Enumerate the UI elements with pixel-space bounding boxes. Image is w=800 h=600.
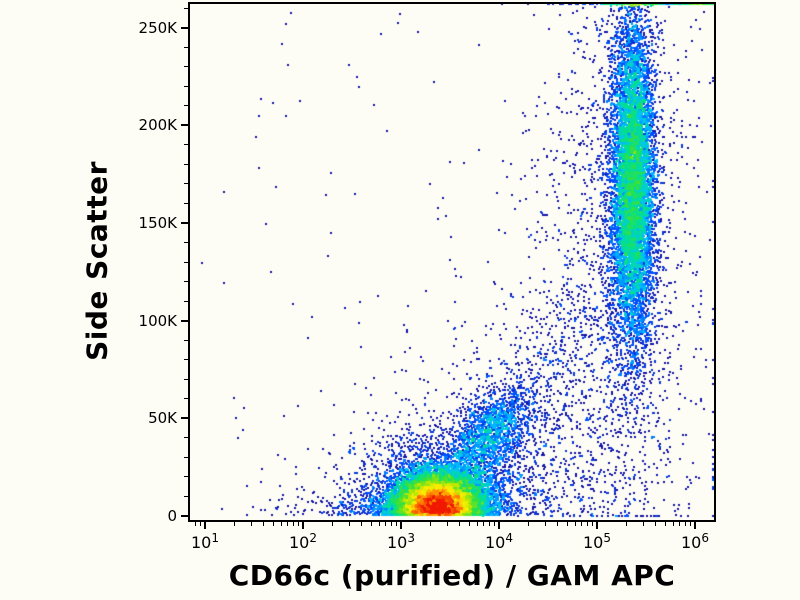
x-minor-tick: [664, 522, 666, 526]
y-tick-label: 0: [167, 507, 177, 525]
x-minor-tick: [488, 522, 490, 526]
y-minor-tick: [184, 242, 188, 244]
x-minor-tick: [361, 522, 363, 526]
y-tick-label: 250K: [138, 18, 177, 37]
x-minor-tick: [385, 522, 387, 526]
x-minor-tick: [251, 522, 253, 526]
x-minor-tick: [476, 522, 478, 526]
x-major-tick: [399, 522, 402, 529]
x-major-tick: [301, 522, 304, 529]
x-major-tick: [203, 522, 206, 529]
x-tick-label: 106: [680, 531, 709, 552]
x-axis-title: CD66c (purified) / GAM APC: [228, 559, 676, 592]
x-minor-tick: [581, 522, 583, 526]
y-minor-tick: [184, 144, 188, 146]
y-minor-tick: [184, 183, 188, 185]
y-minor-tick: [184, 456, 188, 458]
y-minor-tick: [184, 105, 188, 107]
y-tick-label: 200K: [138, 116, 177, 135]
x-minor-tick: [586, 522, 588, 526]
y-major-tick: [181, 124, 188, 127]
x-minor-tick: [483, 522, 485, 526]
x-minor-tick: [396, 522, 397, 526]
x-minor-tick: [287, 522, 289, 526]
x-minor-tick: [592, 522, 593, 526]
y-minor-tick: [184, 163, 188, 165]
y-major-tick: [181, 26, 188, 29]
x-tick-label: 103: [386, 531, 415, 552]
x-major-tick: [595, 522, 598, 529]
y-tick-label: 100K: [138, 311, 177, 330]
y-minor-tick: [184, 85, 188, 87]
x-tick-label: 102: [288, 531, 317, 552]
x-major-tick: [693, 522, 696, 529]
y-minor-tick: [184, 476, 188, 478]
y-minor-tick: [184, 7, 188, 9]
x-minor-tick: [566, 522, 568, 526]
y-minor-tick: [184, 66, 188, 68]
y-minor-tick: [184, 359, 188, 361]
y-axis-title: Side Scatter: [80, 161, 114, 361]
x-minor-tick: [272, 522, 274, 526]
x-minor-tick: [298, 522, 299, 526]
x-minor-tick: [679, 522, 681, 526]
x-minor-tick: [494, 522, 495, 526]
y-minor-tick: [184, 378, 188, 380]
x-minor-tick: [574, 522, 576, 526]
x-minor-tick: [378, 522, 380, 526]
x-minor-tick: [655, 522, 657, 526]
x-tick-label: 104: [484, 531, 513, 552]
y-major-tick: [181, 319, 188, 322]
x-minor-tick: [331, 522, 333, 526]
y-minor-tick: [184, 203, 188, 204]
x-minor-tick: [200, 522, 201, 526]
y-major-tick: [181, 417, 188, 420]
x-minor-tick: [263, 522, 265, 526]
y-tick-label: 150K: [138, 214, 177, 233]
x-minor-tick: [459, 522, 461, 526]
x-minor-tick: [292, 522, 294, 526]
y-minor-tick: [184, 281, 188, 283]
x-minor-tick: [429, 522, 431, 526]
x-minor-tick: [625, 522, 627, 526]
x-minor-tick: [233, 522, 235, 526]
x-minor-tick: [390, 522, 392, 526]
y-minor-tick: [184, 300, 188, 302]
x-minor-tick: [280, 522, 282, 526]
y-minor-tick: [184, 339, 188, 341]
x-minor-tick: [557, 522, 559, 526]
y-major-tick: [181, 222, 188, 225]
x-major-tick: [497, 522, 500, 529]
x-minor-tick: [349, 522, 351, 526]
x-minor-tick: [194, 522, 196, 526]
x-minor-tick: [447, 522, 449, 526]
density-scatter-canvas: [190, 4, 714, 520]
y-major-tick: [181, 515, 188, 517]
x-minor-tick: [672, 522, 674, 526]
y-minor-tick: [184, 398, 188, 400]
x-minor-tick: [370, 522, 372, 526]
x-tick-label: 105: [582, 531, 611, 552]
x-minor-tick: [690, 522, 691, 526]
x-minor-tick: [527, 522, 529, 526]
x-minor-tick: [643, 522, 645, 526]
x-minor-tick: [684, 522, 686, 526]
x-tick-label: 101: [190, 531, 219, 552]
x-minor-tick: [545, 522, 547, 526]
y-minor-tick: [184, 495, 188, 497]
y-tick-label: 50K: [148, 409, 177, 428]
x-minor-tick: [468, 522, 470, 526]
y-minor-tick: [184, 261, 188, 263]
plot-area: [188, 2, 716, 522]
y-minor-tick: [184, 46, 188, 48]
y-minor-tick: [184, 437, 188, 439]
